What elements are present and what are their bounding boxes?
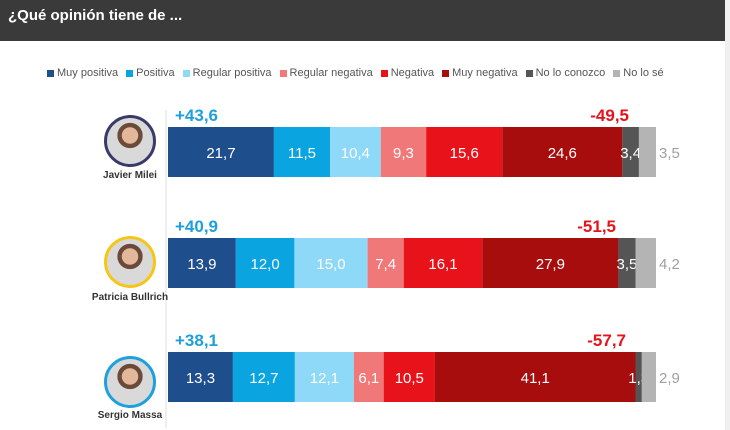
legend-label: Regular negativa <box>289 67 373 79</box>
legend-label: Muy positiva <box>57 67 119 79</box>
data-label: 11,5 <box>288 145 316 162</box>
data-label: 12,7 <box>249 370 278 387</box>
bar-sergio-massa-no-lo-conozco <box>635 352 642 402</box>
chart-legend: Muy positiva Positiva Regular positiva Regu… <box>47 66 672 80</box>
negative-total: -49,5 <box>590 106 629 125</box>
data-label: 13,9 <box>187 256 216 273</box>
data-label: 12,0 <box>251 256 280 273</box>
bar-sergio-massa-negativa <box>383 352 435 402</box>
bar-patricia-bullrich-negativa <box>403 238 483 288</box>
bar-sergio-massa-positiva <box>232 352 295 402</box>
data-label: 2,9 <box>659 370 680 387</box>
bar-javier-milei-muy-negativa <box>502 127 623 177</box>
legend-swatch <box>442 69 450 77</box>
data-label: 15,0 <box>316 256 345 273</box>
legend-swatch <box>380 69 388 77</box>
candidate-name: Patricia Bullrich <box>91 292 169 303</box>
data-label: 12,1 <box>310 370 339 387</box>
bar-sergio-massa-regular-positiva <box>294 352 354 402</box>
positive-total: +38,1 <box>175 331 218 350</box>
data-label: 41,1 <box>521 370 550 387</box>
bar-patricia-bullrich-muy-positiva <box>168 238 236 288</box>
bar-javier-milei-muy-positiva <box>168 127 274 177</box>
legend-label: No lo sé <box>623 67 664 79</box>
legend-swatch <box>613 69 621 77</box>
legend-swatch <box>47 69 54 77</box>
data-label: 3,5 <box>659 145 680 162</box>
avatar-patricia-bullrich <box>104 236 156 288</box>
bar-sergio-massa-muy-positiva <box>168 352 233 402</box>
data-label: 7,4 <box>375 256 396 273</box>
negative-total: -51,5 <box>577 217 616 236</box>
legend-item-positiva: Positiva <box>126 67 175 79</box>
legend-label: Regular positiva <box>192 67 272 79</box>
data-label: 16,1 <box>428 256 457 273</box>
data-label: 6,1 <box>358 370 379 387</box>
legend-item-muy-positiva: Muy positiva <box>47 67 118 79</box>
page-edge-strip <box>725 0 730 430</box>
legend-swatch <box>126 69 134 77</box>
bar-patricia-bullrich-regular-positiva <box>294 238 368 288</box>
data-label: 21,7 <box>206 145 235 162</box>
avatar-sergio-massa <box>104 356 156 408</box>
bar-javier-milei-no-lo-conozco <box>622 127 639 177</box>
legend-label: No lo conozco <box>535 67 606 79</box>
bar-patricia-bullrich-positiva <box>235 238 295 288</box>
legend-item-regular-negativa: Regular negativa <box>279 67 373 79</box>
bar-patricia-bullrich-no-lo-se <box>635 238 656 288</box>
data-label: 3,5 <box>617 256 638 273</box>
bar-javier-milei-no-lo-se <box>638 127 656 177</box>
legend-item-no-lo-conozco: No lo conozco <box>525 67 606 79</box>
data-label: 4,2 <box>659 256 680 273</box>
data-label: 24,6 <box>548 145 577 162</box>
bar-sergio-massa-regular-negativa <box>353 352 384 402</box>
data-label: 27,9 <box>536 256 565 273</box>
bar-javier-milei-positiva <box>273 127 331 177</box>
legend-item-negativa: Negativa <box>380 67 435 79</box>
candidate-name: Sergio Massa <box>97 410 163 421</box>
avatar-javier-milei <box>104 115 156 167</box>
legend-swatch <box>525 69 533 77</box>
candidate-name: Javier Milei <box>103 170 157 181</box>
chart-header: ¿Qué opinión tiene de ... <box>0 0 725 41</box>
negative-total: -57,7 <box>587 331 626 350</box>
legend-label: Positiva <box>136 67 175 79</box>
data-label: 13,3 <box>186 370 215 387</box>
chart-title: ¿Qué opinión tiene de ... <box>8 7 183 24</box>
positive-total: +40,9 <box>175 217 218 236</box>
bar-javier-milei-regular-negativa <box>380 127 427 177</box>
bar-patricia-bullrich-regular-negativa <box>367 238 404 288</box>
data-label: 3,4 <box>620 145 641 162</box>
data-label: 9,3 <box>393 145 414 162</box>
legend-label: Negativa <box>390 67 435 79</box>
positive-total: +43,6 <box>175 106 218 125</box>
bar-sergio-massa-muy-negativa <box>434 352 636 402</box>
bar-javier-milei-regular-positiva <box>330 127 381 177</box>
legend-item-regular-positiva: Regular positiva <box>182 67 272 79</box>
bar-javier-milei-negativa <box>426 127 503 177</box>
data-label: 10,5 <box>395 370 424 387</box>
data-label: 15,6 <box>450 145 479 162</box>
legend-label: Muy negativa <box>452 67 518 79</box>
bar-patricia-bullrich-muy-negativa <box>482 238 619 288</box>
legend-swatch <box>279 69 287 77</box>
data-label: 10,4 <box>341 145 370 162</box>
bar-patricia-bullrich-no-lo-conozco <box>618 238 636 288</box>
legend-swatch <box>182 69 190 77</box>
bar-sergio-massa-no-lo-se <box>641 352 656 402</box>
legend-item-muy-negativa: Muy negativa <box>442 67 518 79</box>
legend-item-no-lo-se: No lo sé <box>613 67 664 79</box>
